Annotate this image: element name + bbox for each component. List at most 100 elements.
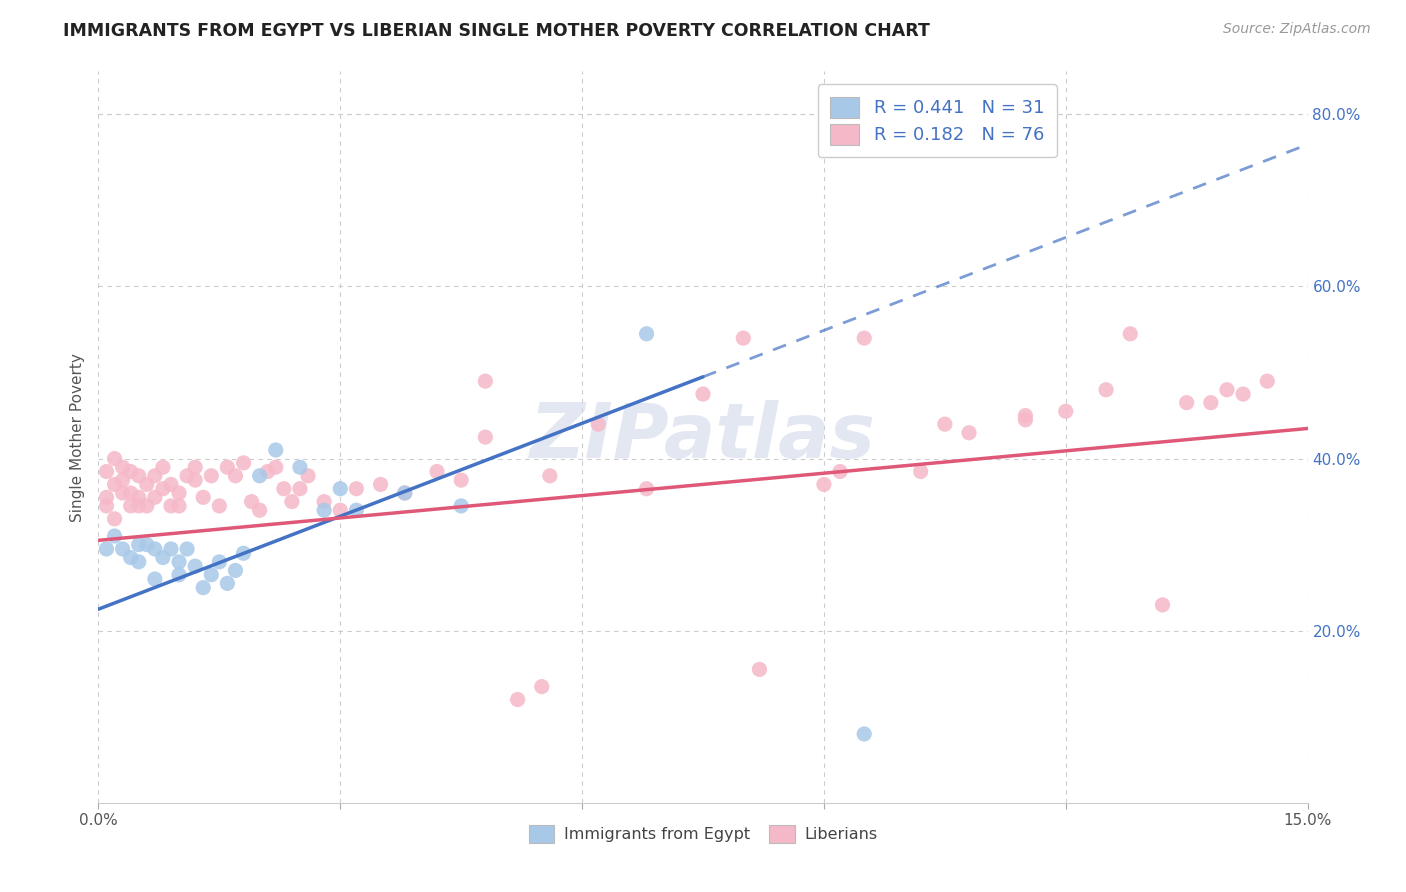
Point xyxy=(232,546,254,560)
Point xyxy=(160,541,183,556)
Point xyxy=(176,541,198,556)
Point xyxy=(167,567,190,582)
Point xyxy=(506,692,529,706)
Point xyxy=(910,465,932,479)
Point xyxy=(135,499,157,513)
Point xyxy=(828,465,851,479)
Point xyxy=(217,576,239,591)
Point xyxy=(1152,598,1174,612)
Point xyxy=(344,482,367,496)
Point xyxy=(160,477,183,491)
Point xyxy=(1014,413,1036,427)
Point xyxy=(1095,383,1118,397)
Point xyxy=(184,473,207,487)
Point xyxy=(96,491,118,505)
Point xyxy=(184,460,207,475)
Point xyxy=(249,503,271,517)
Point xyxy=(96,541,118,556)
Point xyxy=(160,499,183,513)
Point xyxy=(96,499,118,513)
Point xyxy=(176,468,198,483)
Point xyxy=(314,494,336,508)
Point xyxy=(111,486,134,500)
Point xyxy=(128,555,150,569)
Point xyxy=(344,503,367,517)
Point xyxy=(692,387,714,401)
Legend: Immigrants from Egypt, Liberians: Immigrants from Egypt, Liberians xyxy=(522,819,884,850)
Point xyxy=(733,331,755,345)
Point xyxy=(636,482,658,496)
Point xyxy=(111,541,134,556)
Point xyxy=(135,538,157,552)
Point xyxy=(103,477,125,491)
Point xyxy=(103,451,125,466)
Point xyxy=(450,499,472,513)
Point xyxy=(957,425,980,440)
Point xyxy=(394,486,416,500)
Point xyxy=(748,662,770,676)
Point xyxy=(1054,404,1077,418)
Point xyxy=(1199,395,1222,409)
Point xyxy=(240,494,263,508)
Point xyxy=(474,374,496,388)
Point xyxy=(281,494,304,508)
Point xyxy=(853,331,876,345)
Point xyxy=(120,465,142,479)
Point xyxy=(329,503,352,517)
Point xyxy=(167,555,190,569)
Point xyxy=(152,460,174,475)
Point xyxy=(273,482,295,496)
Point xyxy=(426,465,449,479)
Point xyxy=(288,460,311,475)
Point xyxy=(538,468,561,483)
Point xyxy=(96,465,118,479)
Y-axis label: Single Mother Poverty: Single Mother Poverty xyxy=(69,352,84,522)
Point xyxy=(329,482,352,496)
Point xyxy=(297,468,319,483)
Point xyxy=(249,468,271,483)
Point xyxy=(184,559,207,574)
Point xyxy=(586,417,609,432)
Point xyxy=(370,477,392,491)
Point xyxy=(394,486,416,500)
Point xyxy=(143,572,166,586)
Text: IMMIGRANTS FROM EGYPT VS LIBERIAN SINGLE MOTHER POVERTY CORRELATION CHART: IMMIGRANTS FROM EGYPT VS LIBERIAN SINGLE… xyxy=(63,22,931,40)
Point xyxy=(152,550,174,565)
Point xyxy=(120,486,142,500)
Point xyxy=(813,477,835,491)
Point xyxy=(128,538,150,552)
Point xyxy=(193,581,215,595)
Point xyxy=(224,564,246,578)
Point xyxy=(314,503,336,517)
Point xyxy=(135,477,157,491)
Point xyxy=(232,456,254,470)
Point xyxy=(143,491,166,505)
Point xyxy=(636,326,658,341)
Point xyxy=(200,468,222,483)
Point xyxy=(103,529,125,543)
Point xyxy=(934,417,956,432)
Point xyxy=(1216,383,1239,397)
Point xyxy=(208,499,231,513)
Point xyxy=(143,468,166,483)
Point xyxy=(128,468,150,483)
Point xyxy=(167,486,190,500)
Point xyxy=(1014,409,1036,423)
Point xyxy=(193,491,215,505)
Point xyxy=(1256,374,1278,388)
Point xyxy=(1175,395,1198,409)
Point xyxy=(1119,326,1142,341)
Point xyxy=(120,550,142,565)
Point xyxy=(143,541,166,556)
Point xyxy=(853,727,876,741)
Point xyxy=(167,499,190,513)
Point xyxy=(200,567,222,582)
Point xyxy=(256,465,278,479)
Point xyxy=(1232,387,1254,401)
Point xyxy=(128,499,150,513)
Point xyxy=(111,473,134,487)
Point xyxy=(111,460,134,475)
Point xyxy=(530,680,553,694)
Point xyxy=(217,460,239,475)
Point xyxy=(264,442,287,457)
